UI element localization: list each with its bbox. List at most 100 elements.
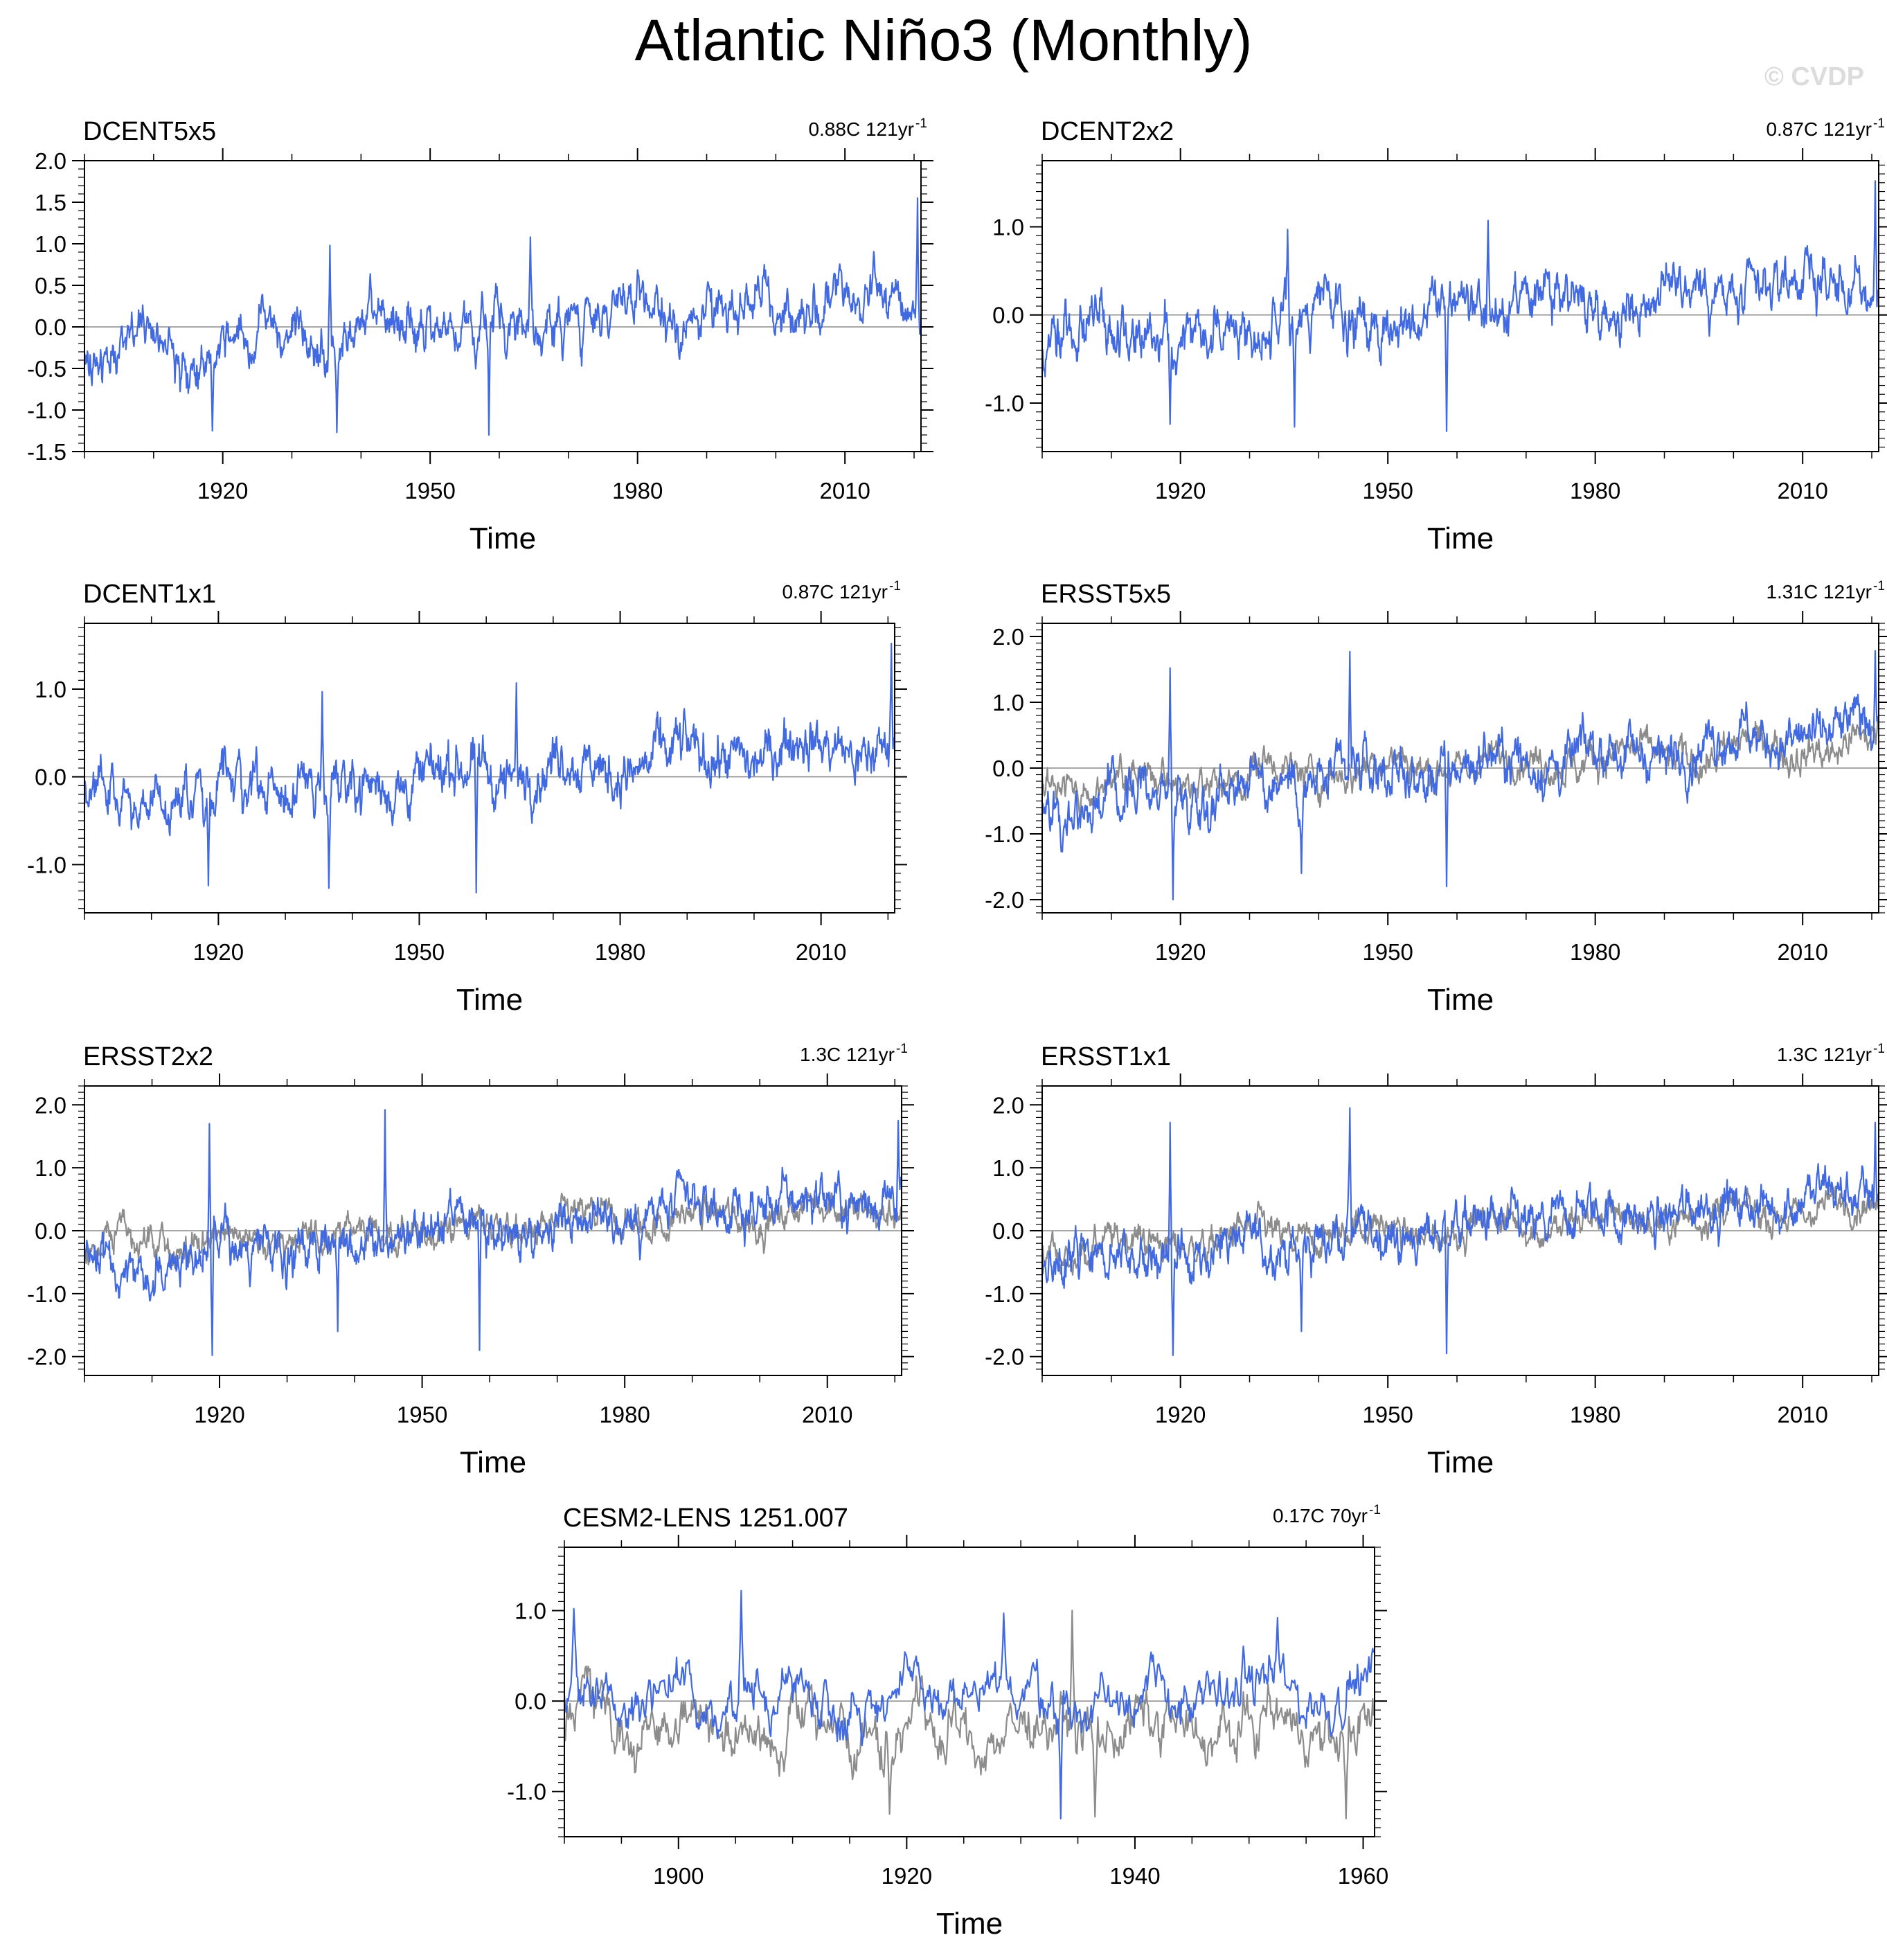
x-tick-label: 2010 <box>819 478 870 504</box>
x-tick-label: 1950 <box>394 939 445 965</box>
y-tick-label: -1.0 <box>27 852 66 877</box>
x-tick-label: 1980 <box>612 478 663 504</box>
x-tick-label: 1920 <box>1155 939 1206 965</box>
series-line-main <box>84 197 921 436</box>
series-line-main <box>564 1589 1375 1819</box>
x-tick-label: 1950 <box>1362 1402 1413 1427</box>
y-tick-label: 0.0 <box>992 303 1024 328</box>
trend-label: 1.31C 121yr <box>1766 581 1872 603</box>
trend-superscript: -1 <box>1873 579 1885 594</box>
y-tick-label: 0.5 <box>35 273 66 299</box>
x-tick-label: 1920 <box>193 939 244 965</box>
x-tick-label: 2010 <box>1777 1402 1827 1427</box>
x-axis-label: Time <box>469 522 536 555</box>
panel-dcent2x2: DCENT2x2 0.87C 121yr -1 1920 1950 1980 2010 -1.… <box>985 116 1887 555</box>
panel-dcent5x5: DCENT5x5 0.88C 121yr -1 1920 1950 1980 2010 -1.… <box>27 116 933 555</box>
x-tick-label: 1940 <box>1109 1863 1160 1889</box>
x-axis-label: Time <box>1427 1445 1494 1479</box>
panel-title: DCENT1x1 <box>83 580 216 609</box>
trend-label: 0.88C 121yr <box>808 118 914 140</box>
x-axis-label: Time <box>936 1907 1003 1941</box>
plot-frame <box>84 160 922 452</box>
y-tick-label: -1.0 <box>507 1779 546 1805</box>
x-tick-label: 1950 <box>1362 939 1413 965</box>
y-tick-label: -1.0 <box>27 398 66 423</box>
y-tick-label: 1.0 <box>515 1598 546 1623</box>
x-axis-label: Time <box>456 983 523 1017</box>
panel-ersst5x5: ERSST5x5 1.31C 121yr -1 1920 1950 1980 2010 -2.… <box>985 579 1887 1017</box>
trend-superscript: -1 <box>889 579 901 594</box>
x-tick-label: 1900 <box>653 1863 704 1889</box>
x-tick-label: 2010 <box>796 939 846 965</box>
series-line-main <box>84 1109 902 1356</box>
panel-title: CESM2-LENS 1251.007 <box>563 1504 848 1533</box>
x-tick-label: 1950 <box>397 1402 447 1427</box>
x-axis-label: Time <box>1427 522 1494 555</box>
y-tick-label: 1.0 <box>992 1155 1024 1181</box>
x-tick-label: 1980 <box>1570 939 1620 965</box>
y-tick-label: 1.0 <box>35 677 66 702</box>
panel-dcent1x1: DCENT1x1 0.87C 121yr -1 1920 1950 1980 2010 -1.… <box>27 579 907 1017</box>
x-tick-label: 1980 <box>1570 478 1620 504</box>
y-tick-label: 1.0 <box>35 1155 66 1181</box>
panel-title: DCENT2x2 <box>1041 117 1174 146</box>
x-tick-label: 1920 <box>1155 478 1206 504</box>
series-line-main <box>1042 1107 1879 1356</box>
series-line-reference <box>564 1610 1375 1819</box>
trend-superscript: -1 <box>915 116 927 131</box>
panel-ersst1x1: ERSST1x1 1.3C 121yr -1 1920 1950 1980 2010 -2.0… <box>985 1042 1887 1479</box>
y-tick-label: 0.0 <box>992 1218 1024 1244</box>
panel-title: DCENT5x5 <box>83 117 216 146</box>
y-tick-label: 1.5 <box>35 190 66 215</box>
trend-label: 1.3C 121yr <box>1777 1044 1872 1065</box>
x-tick-label: 1920 <box>194 1402 244 1427</box>
y-tick-label: -1.0 <box>985 1281 1024 1307</box>
y-tick-label: -1.0 <box>985 821 1024 847</box>
panel-ersst2x2: ERSST2x2 1.3C 121yr -1 1920 1950 1980 2010 -2.0… <box>27 1042 914 1479</box>
plot-frame <box>1041 160 1879 452</box>
x-tick-label: 2010 <box>1777 939 1827 965</box>
trend-label: 0.87C 121yr <box>782 581 888 603</box>
series-line-main <box>1042 180 1879 432</box>
y-tick-label: 2.0 <box>35 148 66 174</box>
y-tick-label: 1.0 <box>992 690 1024 715</box>
x-tick-label: 1920 <box>1155 1402 1206 1427</box>
trend-superscript: -1 <box>1873 116 1885 131</box>
figure-title: Atlantic Niño3 (Monthly) <box>634 8 1253 73</box>
trend-label: 1.3C 121yr <box>800 1044 895 1065</box>
trend-superscript: -1 <box>1873 1042 1885 1056</box>
trend-label: 0.17C 70yr <box>1273 1505 1368 1526</box>
y-tick-label: 2.0 <box>35 1092 66 1118</box>
y-tick-label: 0.0 <box>515 1689 546 1714</box>
y-tick-label: -2.0 <box>985 887 1024 913</box>
y-tick-label: 1.0 <box>992 214 1024 240</box>
x-tick-label: 1950 <box>404 478 455 504</box>
y-tick-label: 0.0 <box>35 314 66 340</box>
y-tick-label: 0.0 <box>992 756 1024 781</box>
watermark-logo: © CVDP <box>1764 62 1864 91</box>
x-tick-label: 1920 <box>882 1863 932 1889</box>
y-tick-label: -1.0 <box>27 1281 66 1307</box>
x-axis-label: Time <box>460 1445 526 1479</box>
series-line-main <box>1042 650 1879 901</box>
panel-cesm2-lens-1251-007: CESM2-LENS 1251.007 0.17C 70yr -1 1900 1920 1… <box>507 1503 1388 1941</box>
series-line-main <box>84 643 895 893</box>
x-axis-label: Time <box>1427 983 1494 1017</box>
y-tick-label: -2.0 <box>985 1344 1024 1370</box>
x-tick-label: 1920 <box>197 478 248 504</box>
y-tick-label: 2.0 <box>992 1092 1024 1118</box>
trend-superscript: -1 <box>896 1042 908 1056</box>
trend-superscript: -1 <box>1369 1503 1381 1517</box>
y-tick-label: 0.0 <box>35 1218 66 1244</box>
y-tick-label: 1.0 <box>35 231 66 257</box>
y-tick-label: -1.0 <box>985 391 1024 416</box>
y-tick-label: 2.0 <box>992 624 1024 650</box>
y-tick-label: 0.0 <box>35 765 66 790</box>
x-tick-label: 2010 <box>802 1402 852 1427</box>
x-tick-label: 1960 <box>1338 1863 1388 1889</box>
y-tick-label: -0.5 <box>27 356 66 382</box>
x-tick-label: 1980 <box>599 1402 650 1427</box>
panel-title: ERSST1x1 <box>1041 1042 1171 1071</box>
